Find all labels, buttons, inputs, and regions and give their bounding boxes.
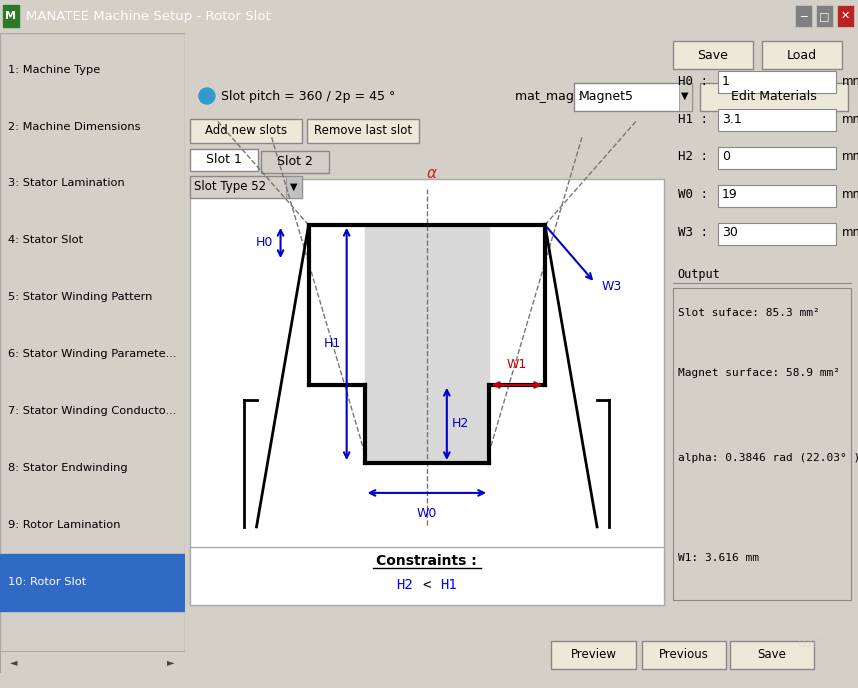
- Bar: [190, 547, 664, 605]
- FancyBboxPatch shape: [700, 83, 848, 111]
- Text: 19: 19: [722, 189, 738, 202]
- Bar: [0, 651, 185, 673]
- FancyBboxPatch shape: [642, 641, 726, 669]
- FancyBboxPatch shape: [730, 641, 814, 669]
- Text: MANATEE Machine Setup - Rotor Slot: MANATEE Machine Setup - Rotor Slot: [26, 10, 271, 23]
- Text: M: M: [5, 11, 16, 21]
- Text: W1: 3.616 mm: W1: 3.616 mm: [678, 553, 758, 563]
- FancyBboxPatch shape: [718, 109, 836, 131]
- FancyBboxPatch shape: [718, 223, 836, 245]
- Text: 30: 30: [722, 226, 738, 239]
- Text: ─: ─: [801, 11, 807, 21]
- Text: Constraints :: Constraints :: [377, 554, 477, 568]
- Text: Magnet5: Magnet5: [578, 89, 633, 103]
- Text: ▼: ▼: [290, 182, 298, 192]
- Text: mm: mm: [842, 189, 858, 202]
- Text: 5: Stator Winding Pattern: 5: Stator Winding Pattern: [8, 292, 153, 303]
- Text: α: α: [426, 166, 437, 181]
- Text: Output: Output: [678, 268, 721, 281]
- Text: Remove last slot: Remove last slot: [314, 125, 412, 138]
- Text: Edit Materials: Edit Materials: [731, 89, 817, 103]
- FancyBboxPatch shape: [718, 185, 836, 207]
- FancyBboxPatch shape: [762, 41, 842, 69]
- FancyBboxPatch shape: [190, 149, 258, 171]
- Text: W0: W0: [417, 507, 437, 520]
- Text: Load: Load: [787, 49, 817, 61]
- Text: Save: Save: [758, 648, 786, 661]
- Text: ▼: ▼: [681, 91, 688, 101]
- Text: H2: H2: [452, 418, 469, 431]
- Bar: [190, 179, 664, 605]
- Text: 1: Machine Type: 1: Machine Type: [8, 65, 100, 74]
- Text: H2: H2: [396, 578, 414, 592]
- FancyBboxPatch shape: [573, 83, 692, 111]
- Bar: [837, 5, 854, 28]
- Text: Slot suface: 85.3 mm²: Slot suface: 85.3 mm²: [678, 308, 819, 318]
- Text: Slot 1: Slot 1: [206, 153, 242, 166]
- Text: 3.1: 3.1: [722, 113, 741, 125]
- Text: mat_mag :: mat_mag :: [516, 89, 583, 103]
- Text: ►: ►: [167, 657, 175, 667]
- Text: □: □: [819, 11, 830, 21]
- Text: W0 :: W0 :: [678, 189, 708, 202]
- Text: 2: Machine Dimensions: 2: Machine Dimensions: [8, 122, 141, 131]
- Text: H1 :: H1 :: [678, 113, 708, 125]
- Bar: [0, 554, 185, 611]
- FancyBboxPatch shape: [190, 119, 302, 143]
- Bar: [795, 5, 812, 28]
- Text: Slot pitch = 360 / 2p = 45 °: Slot pitch = 360 / 2p = 45 °: [221, 89, 396, 103]
- Text: W3 :: W3 :: [678, 226, 708, 239]
- Text: mm: mm: [842, 74, 858, 87]
- Text: 西莫电机论坛: 西莫电机论坛: [799, 636, 834, 646]
- Text: Add new slots: Add new slots: [205, 125, 287, 138]
- FancyBboxPatch shape: [190, 176, 302, 198]
- Text: H0: H0: [256, 237, 273, 250]
- Text: H2 :: H2 :: [678, 151, 708, 164]
- Text: 0: 0: [722, 151, 730, 164]
- Text: Slot Type 52: Slot Type 52: [194, 180, 266, 193]
- Text: 9: Rotor Lamination: 9: Rotor Lamination: [8, 520, 120, 530]
- Text: ✕: ✕: [841, 11, 850, 21]
- Text: 10: Rotor Slot: 10: Rotor Slot: [8, 577, 87, 588]
- Text: Previous: Previous: [659, 648, 709, 661]
- Text: Save: Save: [698, 49, 728, 61]
- Text: mm: mm: [842, 226, 858, 239]
- FancyBboxPatch shape: [552, 641, 636, 669]
- Text: 3: Stator Lamination: 3: Stator Lamination: [8, 178, 124, 189]
- Text: H1: H1: [324, 337, 341, 350]
- Text: 7: Stator Winding Conducto...: 7: Stator Winding Conducto...: [8, 407, 177, 416]
- Bar: [286, 176, 302, 198]
- Text: mm: mm: [842, 113, 858, 125]
- Text: Preview: Preview: [571, 648, 617, 661]
- Text: Slot 2: Slot 2: [277, 155, 313, 169]
- Bar: [673, 288, 851, 600]
- FancyBboxPatch shape: [307, 119, 420, 143]
- Bar: [365, 225, 489, 463]
- Text: 8: Stator Endwinding: 8: Stator Endwinding: [8, 464, 128, 473]
- FancyBboxPatch shape: [673, 41, 752, 69]
- Text: ◄: ◄: [10, 657, 17, 667]
- FancyBboxPatch shape: [261, 151, 329, 173]
- FancyBboxPatch shape: [718, 147, 836, 169]
- Text: 1: 1: [722, 74, 729, 87]
- Text: W1: W1: [507, 358, 527, 371]
- Text: 6: Stator Winding Paramete...: 6: Stator Winding Paramete...: [8, 350, 177, 359]
- Text: Magnet surface: 58.9 mm²: Magnet surface: 58.9 mm²: [678, 368, 840, 378]
- Bar: [679, 83, 692, 111]
- Bar: [3, 5, 19, 28]
- Circle shape: [199, 88, 215, 104]
- Text: alpha: 0.3846 rad (22.03° ): alpha: 0.3846 rad (22.03° ): [678, 453, 858, 463]
- Text: H1: H1: [440, 578, 457, 592]
- Text: mm: mm: [842, 151, 858, 164]
- Text: W3: W3: [601, 281, 621, 294]
- Text: <: <: [423, 578, 431, 592]
- Text: H0 :: H0 :: [678, 74, 708, 87]
- FancyBboxPatch shape: [718, 71, 836, 93]
- Bar: [816, 5, 833, 28]
- Text: 4: Stator Slot: 4: Stator Slot: [8, 235, 83, 246]
